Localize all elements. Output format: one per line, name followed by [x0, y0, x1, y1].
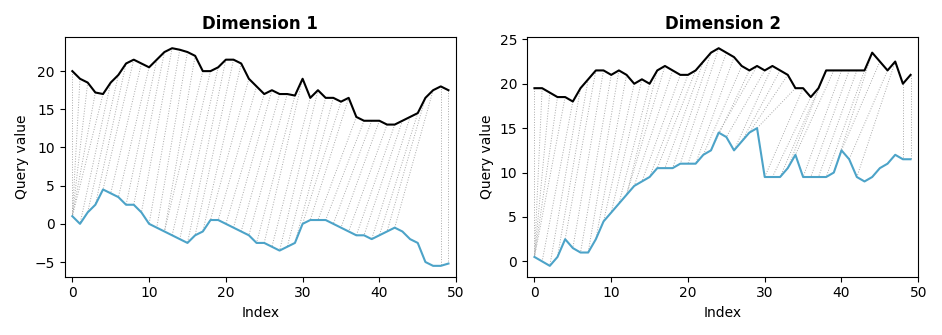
X-axis label: Index: Index [704, 306, 741, 320]
Y-axis label: Query value: Query value [15, 115, 29, 199]
X-axis label: Index: Index [241, 306, 280, 320]
Title: Dimension 2: Dimension 2 [664, 15, 781, 33]
Y-axis label: Query value: Query value [479, 115, 494, 199]
Title: Dimension 1: Dimension 1 [203, 15, 318, 33]
